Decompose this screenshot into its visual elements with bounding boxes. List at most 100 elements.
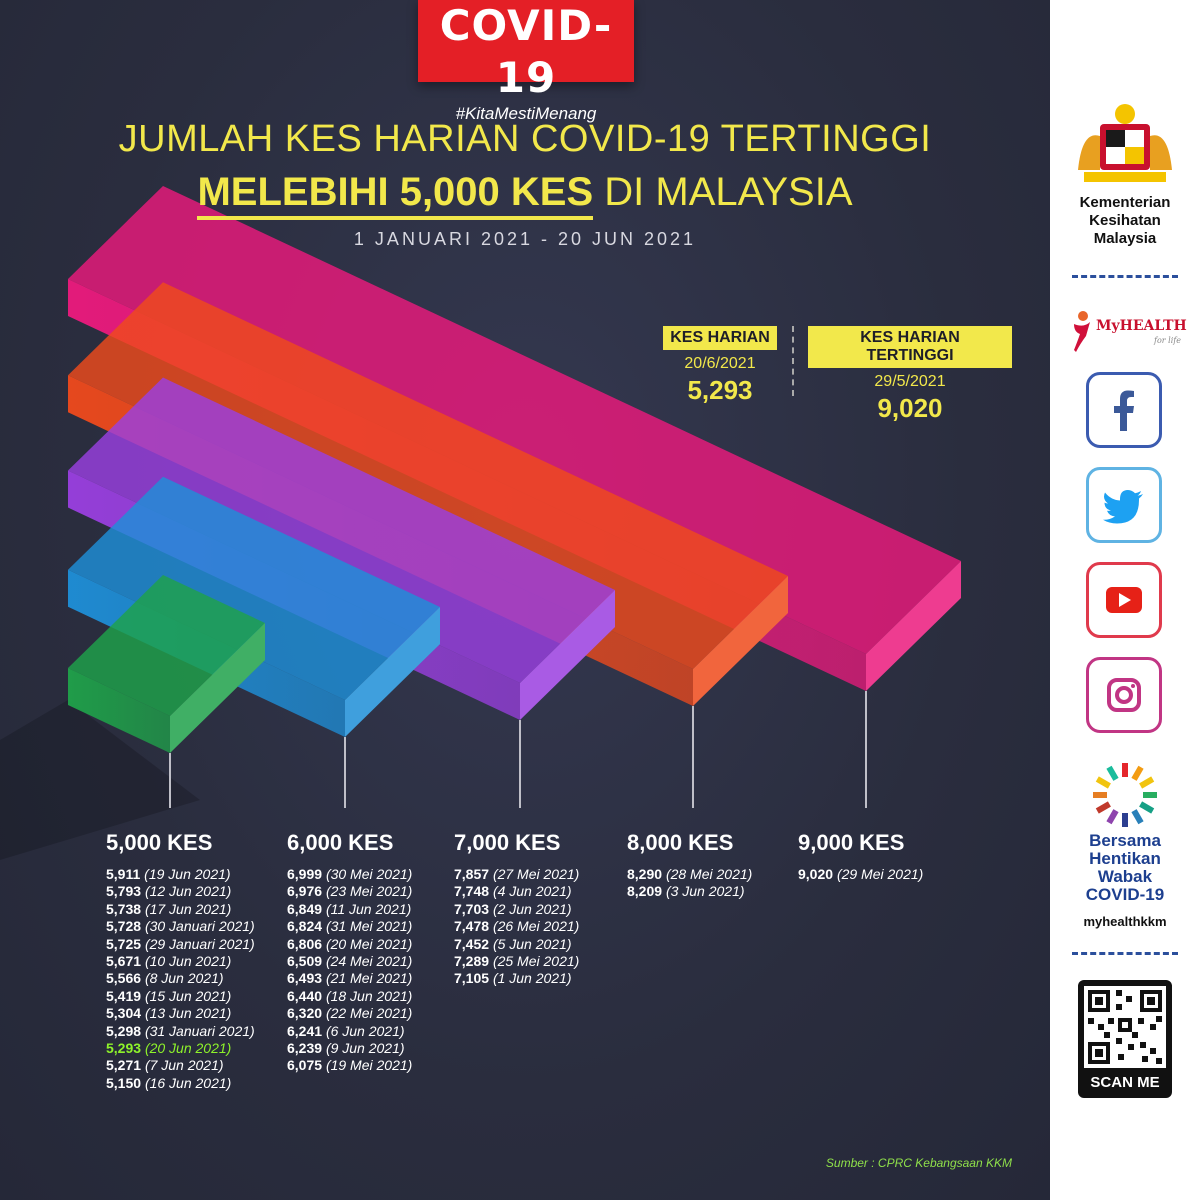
case-value: 5,793 — [106, 883, 142, 900]
case-value: 7,289 — [454, 953, 490, 970]
qr-code[interactable]: SCAN ME — [1078, 980, 1172, 1098]
date-range: 1 JANUARI 2021 - 20 JUN 2021 — [353, 229, 697, 249]
stat-daily-label: KES HARIAN — [663, 326, 777, 350]
youtube-icon[interactable] — [1086, 562, 1162, 638]
case-date: (29 Mei 2021) — [836, 866, 924, 882]
case-value: 5,671 — [106, 953, 142, 970]
bar-end-cap — [345, 607, 440, 737]
subtitle-highlight: MELEBIHI 5,000 KES — [197, 170, 594, 220]
case-column: 8,000 KES 8,290 (28 Mei 2021) 8,209 (3 Jun… — [627, 830, 752, 901]
case-date: (13 Jun 2021) — [144, 1005, 232, 1022]
case-entry: 6,239 (9 Jun 2021) — [287, 1040, 412, 1057]
case-date: (17 Jun 2021) — [144, 900, 232, 917]
campaign-line-2: Hentikan — [1089, 849, 1161, 868]
case-entry: 5,298 (31 Januari 2021) — [106, 1023, 255, 1040]
case-date: (7 Jun 2021) — [144, 1057, 224, 1074]
case-date: (5 Jun 2021) — [492, 935, 572, 952]
case-entry: 7,452 (5 Jun 2021) — [454, 936, 579, 953]
case-date: (9 Jun 2021) — [325, 1040, 405, 1057]
case-value: 5,728 — [106, 918, 142, 935]
case-value: 6,239 — [287, 1040, 323, 1057]
case-entry: 6,509 (24 Mei 2021) — [287, 953, 412, 970]
case-column: 6,000 KES 6,999 (30 Mei 2021) 6,976 (23 Me… — [287, 830, 412, 1075]
case-date: (22 Mei 2021) — [325, 1005, 413, 1022]
case-value: 7,703 — [454, 900, 490, 917]
instagram-icon[interactable] — [1086, 657, 1162, 733]
case-entry: 5,566 (8 Jun 2021) — [106, 970, 255, 987]
myhealth-name: MyHEALTH — [1096, 318, 1187, 334]
campaign-handle: myhealthkkm — [1083, 914, 1167, 929]
case-entry: 9,020 (29 Mei 2021) — [798, 866, 923, 883]
case-date: (30 Januari 2021) — [144, 918, 255, 935]
bar-end-cap — [693, 576, 788, 706]
case-entry: 5,738 (17 Jun 2021) — [106, 901, 255, 918]
case-date: (15 Jun 2021) — [144, 987, 232, 1004]
myhealth-figure-icon — [1074, 311, 1090, 352]
divider — [1072, 275, 1178, 278]
case-value: 6,320 — [287, 1005, 323, 1022]
case-entry: 8,209 (3 Jun 2021) — [627, 883, 752, 900]
case-entry: 7,105 (1 Jun 2021) — [454, 970, 579, 987]
case-date: (16 Jun 2021) — [144, 1074, 232, 1091]
case-date: (27 Mei 2021) — [492, 866, 580, 882]
case-date: (11 Jun 2021) — [325, 900, 412, 917]
case-value: 7,857 — [454, 866, 490, 882]
stat-highest-date: 29/5/2021 — [874, 373, 946, 390]
case-entry: 5,150 (16 Jun 2021) — [106, 1075, 255, 1092]
case-entry: 6,440 (18 Jun 2021) — [287, 988, 412, 1005]
badge-hashtag: #KitaMestiMenang — [455, 104, 597, 123]
page-subtitle: MELEBIHI 5,000 KES DI MALAYSIA — [0, 170, 1050, 220]
bar-end-cap — [520, 590, 615, 720]
case-value: 8,209 — [627, 883, 663, 900]
case-date: (20 Mei 2021) — [325, 935, 413, 952]
case-value: 9,020 — [798, 866, 834, 882]
case-value: 5,419 — [106, 987, 142, 1004]
case-entry: 7,857 (27 Mei 2021) — [454, 866, 579, 883]
ministry-line-3: Malaysia — [1093, 230, 1157, 247]
kkm-emblem-icon — [1078, 104, 1172, 182]
case-date: (31 Mei 2021) — [325, 918, 413, 935]
case-value: 7,748 — [454, 883, 490, 900]
covid-badge: COVID-19 #KitaMestiMenang — [418, 0, 634, 123]
qr-label: SCAN ME — [1090, 1074, 1160, 1091]
divider — [1072, 952, 1178, 955]
case-value: 5,911 — [106, 866, 141, 882]
campaign-burst-icon — [1093, 763, 1157, 827]
case-entry: 6,493 (21 Mei 2021) — [287, 970, 412, 987]
case-value: 6,976 — [287, 883, 323, 900]
case-value: 7,105 — [454, 970, 490, 987]
case-date: (2 Jun 2021) — [492, 900, 572, 917]
facebook-icon[interactable] — [1086, 372, 1162, 448]
case-value: 5,566 — [106, 970, 142, 987]
bar-chart — [0, 185, 961, 860]
case-entry: 5,419 (15 Jun 2021) — [106, 988, 255, 1005]
case-date: (3 Jun 2021) — [665, 883, 745, 900]
case-value: 5,298 — [106, 1022, 142, 1039]
column-heading: 8,000 KES — [627, 830, 734, 855]
bar-front-face — [68, 668, 170, 753]
case-value: 5,293 — [106, 1040, 142, 1057]
bar-top-face — [68, 282, 788, 669]
case-entry: 7,748 (4 Jun 2021) — [454, 883, 579, 900]
bar-top-face — [68, 476, 440, 700]
badge-title: COVID-19 — [439, 1, 613, 102]
stat-highest: KES HARIAN TERTINGGI 29/5/2021 9,020 — [808, 326, 1012, 424]
case-value: 5,304 — [106, 1005, 142, 1022]
twitter-icon[interactable] — [1086, 467, 1162, 543]
case-value: 6,509 — [287, 953, 323, 970]
campaign-line-1: Bersama — [1089, 831, 1161, 850]
case-value: 6,241 — [287, 1022, 323, 1039]
case-value: 7,452 — [454, 935, 490, 952]
qr-code-pattern — [1084, 986, 1166, 1068]
myhealth-tagline: for life — [1154, 336, 1181, 345]
case-date: (18 Jun 2021) — [325, 987, 413, 1004]
case-value: 5,738 — [106, 900, 142, 917]
case-entry: 8,290 (28 Mei 2021) — [627, 866, 752, 883]
ministry-name: Kementerian Kesihatan Malaysia — [1050, 194, 1200, 248]
case-date: (26 Mei 2021) — [492, 918, 580, 935]
case-date: (25 Mei 2021) — [492, 953, 580, 970]
case-entry: 7,289 (25 Mei 2021) — [454, 953, 579, 970]
case-column: 9,000 KES 9,020 (29 Mei 2021) — [798, 830, 923, 883]
bar-1 — [68, 575, 265, 753]
case-date: (30 Mei 2021) — [325, 866, 413, 882]
